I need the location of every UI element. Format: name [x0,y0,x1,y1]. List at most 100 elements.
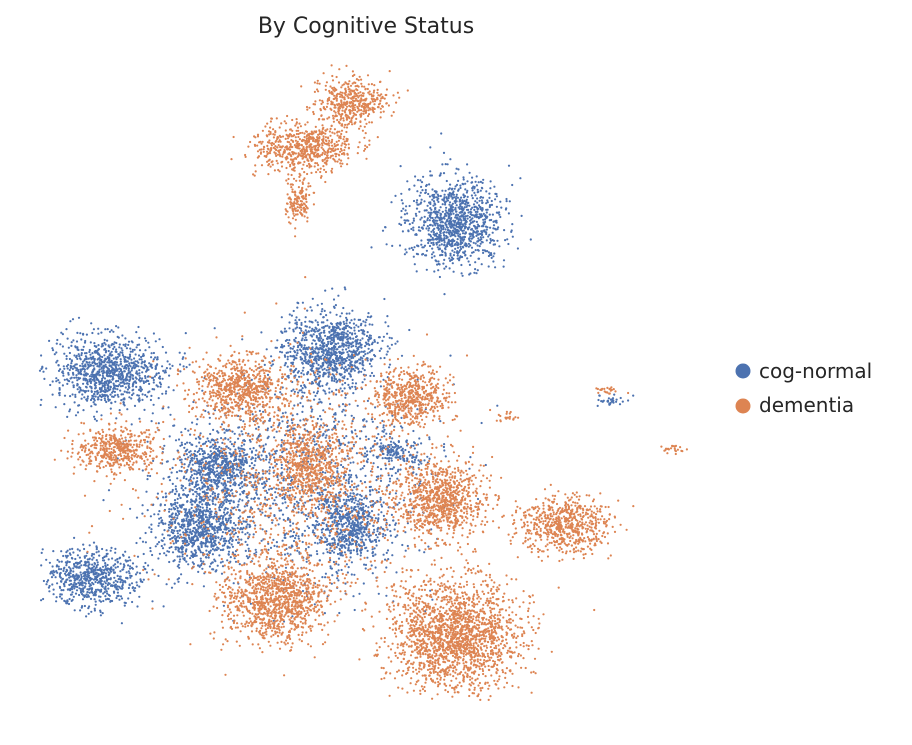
data-point [338,350,341,353]
data-point [222,474,225,477]
data-point [292,309,295,313]
data-point [383,297,386,301]
data-point [295,316,298,319]
data-point [254,453,257,457]
data-point [138,397,141,400]
data-point [115,350,118,353]
data-point [106,395,109,398]
data-point [141,393,144,396]
data-point [159,516,163,519]
data-point [107,382,110,385]
data-point [360,343,363,346]
data-point [146,509,149,512]
data-point [83,374,86,377]
data-point [99,363,102,366]
data-point [339,315,342,318]
data-point [210,538,213,541]
data-point [345,316,348,319]
data-point [464,253,467,257]
data-point [72,595,75,598]
data-point [427,211,430,214]
data-point [99,380,103,383]
data-point [216,527,219,530]
data-point [366,359,369,362]
data-point [138,336,141,339]
data-point [516,247,520,250]
data-point [199,488,202,491]
data-point [446,199,450,202]
data-point [436,246,439,249]
data-point [181,357,184,360]
data-point [223,544,226,547]
data-point [477,190,480,193]
data-point [431,238,434,241]
data-point [294,319,297,322]
data-point [179,363,182,366]
data-point [323,355,326,358]
data-point [72,386,75,389]
data-point [116,393,119,396]
data-point [217,536,220,539]
data-point [108,358,111,361]
data-point [131,385,134,388]
data-point [115,348,118,351]
data-point [279,350,282,353]
data-point [468,239,471,242]
data-point [360,329,363,332]
data-point [479,208,482,211]
data-point [124,601,127,605]
data-point [66,549,69,552]
data-point [321,368,324,371]
data-point [162,477,165,480]
data-point [168,374,171,377]
data-point [205,473,208,476]
data-point [173,508,176,511]
data-point [426,219,429,222]
data-point [415,252,418,255]
data-point [144,349,147,352]
data-point [128,556,131,559]
data-point [458,211,461,214]
data-point [101,556,104,560]
data-point [341,333,344,336]
data-point [428,195,431,198]
data-point [110,546,113,550]
data-point [142,354,145,357]
data-point [220,482,223,485]
data-point [206,466,209,469]
data-point [467,242,470,245]
data-point [205,529,208,532]
data-point [231,545,234,548]
data-point [365,318,368,321]
data-point [437,269,440,272]
data-point [79,386,82,390]
data-point [80,352,83,355]
data-point [100,331,103,334]
data-point [210,525,213,528]
data-point [469,254,472,257]
data-point [324,334,327,337]
data-point [80,389,83,392]
data-point [184,549,188,552]
data-point [367,339,370,342]
data-point [206,545,209,548]
data-point [194,490,197,493]
data-point [342,351,345,354]
data-point [208,476,211,479]
data-point [491,231,494,234]
data-point [304,316,307,319]
data-point [85,352,88,355]
data-point [98,554,101,557]
data-point [237,503,240,506]
data-point [447,229,450,232]
data-point [127,597,130,600]
data-point [348,321,351,324]
data-point [73,354,76,357]
data-point [74,414,78,417]
data-point [49,572,52,575]
data-point [145,490,148,493]
data-point [82,365,85,368]
data-point [181,555,184,558]
data-point [106,569,109,572]
